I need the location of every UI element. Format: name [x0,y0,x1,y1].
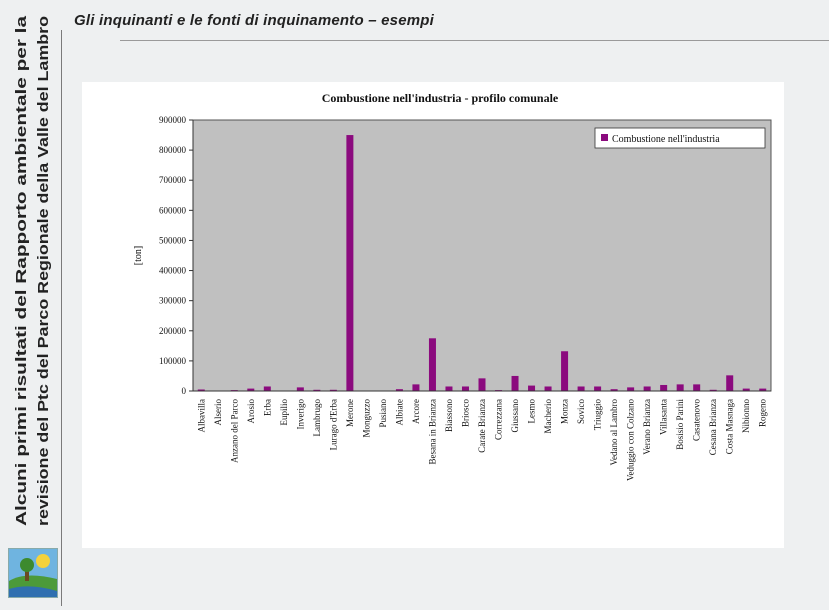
bar [742,388,750,391]
bar [511,375,519,391]
x-tick-label: Verano Brianza [642,399,652,455]
x-tick-label: Correzzana [494,399,504,440]
x-tick-label: Macherio [543,399,553,434]
bar [594,386,602,391]
bar [544,386,552,391]
bar [445,386,453,391]
x-tick-label: Villasanta [659,399,669,435]
x-tick-label: Pusiano [378,399,388,428]
x-tick-label: Vedano al Lambro [609,399,619,466]
bar [693,384,701,391]
bar [263,386,271,391]
x-tick-label: Lurago d'Erba [328,399,338,450]
x-tick-label: Monguzzo [361,399,371,438]
x-tick-label: Monza [560,399,570,424]
page-title: Gli inquinanti e le fonti di inquinament… [74,12,435,29]
bar [709,389,717,391]
x-tick-label: Casatenovo [692,399,702,441]
x-tick-label: Eupilio [279,399,289,426]
x-tick-label: Nibionno [741,399,751,434]
bar [726,375,734,391]
y-axis: 0 100000 200000 300000 400000 500000 600000 700… [159,115,194,396]
y-tick-label: 700000 [159,175,187,185]
y-tick-label: 200000 [159,326,187,336]
bar [412,384,420,391]
x-tick-label: Merone [345,399,355,427]
bar [627,387,635,391]
y-tick-label: 400000 [159,266,187,276]
y-tick-label: 300000 [159,296,187,306]
x-tick-label: Bosisio Parini [675,399,685,450]
bar [197,389,205,391]
x-tick-label: Costa Masnaga [725,399,735,454]
x-tick-label: Veduggio con Colzano [626,399,636,481]
x-tick-label: Lesmo [527,399,537,424]
bar [561,351,569,391]
bar [528,385,536,391]
x-axis: Albavilla Alserio Anzano del Parco Arosio Er… [193,390,771,481]
x-tick-label: Arcore [411,399,421,424]
bar [610,389,618,391]
bar [759,388,767,391]
bar [660,384,668,391]
bar-chart: Combustione nell'industria - profilo com… [133,91,772,481]
y-tick-label: 100000 [159,356,187,366]
bar [461,386,469,391]
x-tick-label: Triuggio [593,399,603,431]
bar-series [197,135,767,391]
x-tick-label: Inverigo [295,399,305,430]
y-tick-label: 800000 [159,145,187,155]
bar [478,378,486,391]
bar [577,386,585,391]
chart-legend: Combustione nell'industria [594,127,766,149]
bar [676,384,684,391]
sidebar-divider [61,30,62,606]
x-tick-label: Carate Brianza [477,399,487,453]
y-tick-label: 600000 [159,205,187,215]
x-tick-label: Giussano [510,399,520,433]
legend-swatch [601,134,608,141]
y-axis-label: [ton] [133,246,144,265]
x-tick-label: Erba [262,399,272,416]
bar [329,389,337,391]
x-tick-label: Besana in Brianza [427,399,437,464]
x-tick-label: Anzano del Parco [229,399,239,463]
bar [643,386,651,391]
bar [296,387,304,391]
bar [247,388,255,391]
bar [313,389,321,391]
plot-area [192,119,772,392]
chart-title: Combustione nell'industria - profilo com… [322,91,559,105]
sidebar-title-line1: Alcuni primi risultati del Rapporto ambi… [13,15,30,526]
x-tick-label: Lambrugo [312,399,322,437]
x-tick-label: Albavilla [196,399,206,433]
x-tick-label: Rogeno [758,399,768,427]
x-tick-label: Briosco [460,399,470,427]
bar [428,338,436,391]
x-tick-label: Sovico [576,399,586,425]
y-tick-label: 500000 [159,235,187,245]
x-tick-label: Cesana Brianza [708,399,718,455]
bar [395,389,403,391]
legend-box [594,127,766,149]
y-tick-label: 0 [182,386,187,396]
y-tick-label: 900000 [159,115,187,125]
x-tick-label: Alserio [213,399,223,426]
park-logo-icon [8,548,58,598]
legend-label: Combustione nell'industria [612,134,720,145]
sidebar-vertical-title: Alcuni primi risultati del Rapporto ambi… [4,8,58,528]
header-divider [120,40,829,41]
x-tick-label: Albiate [394,399,404,426]
sidebar-title-line2: revisione del Ptc del Parco Regionale de… [35,16,52,526]
x-tick-label: Arosio [246,399,256,424]
x-tick-label: Biassono [444,399,454,433]
bar [346,135,354,391]
